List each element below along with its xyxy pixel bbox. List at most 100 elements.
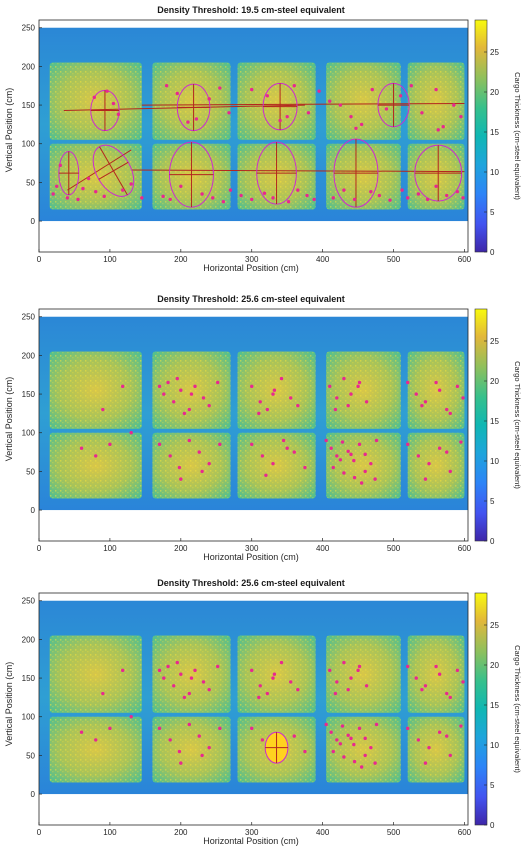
colorbar-tick-label: 25 bbox=[490, 621, 499, 630]
colorbar-tick-label: 15 bbox=[490, 128, 499, 137]
dense-point bbox=[65, 196, 70, 200]
x-tick-label: 500 bbox=[387, 544, 401, 553]
dense-point bbox=[197, 450, 201, 454]
ellipse-minor-axis bbox=[99, 146, 128, 196]
dense-point bbox=[369, 189, 373, 194]
dense-point bbox=[312, 197, 316, 202]
dense-point bbox=[340, 440, 345, 444]
colorbar-label: Cargo Thickness (cm-steel equivalent) bbox=[513, 645, 522, 773]
dense-point bbox=[265, 691, 270, 696]
dense-point bbox=[461, 396, 465, 400]
dense-point bbox=[338, 458, 343, 462]
colorbar-tick-label: 5 bbox=[490, 781, 495, 790]
colorbar-tick-label: 5 bbox=[490, 208, 495, 217]
dense-point bbox=[189, 392, 194, 396]
dense-point bbox=[328, 668, 332, 673]
dense-point bbox=[86, 176, 91, 181]
dense-point bbox=[406, 726, 410, 731]
dense-point bbox=[264, 473, 268, 477]
y-tick-label: 150 bbox=[22, 101, 36, 110]
x-tick-label: 400 bbox=[316, 255, 330, 264]
dense-point bbox=[459, 114, 463, 119]
x-tick-label: 0 bbox=[37, 828, 42, 837]
dense-point bbox=[207, 687, 211, 692]
dense-point bbox=[271, 392, 275, 396]
cargo-texture bbox=[407, 143, 465, 210]
dense-point bbox=[324, 722, 328, 727]
dense-point bbox=[187, 722, 192, 727]
dense-point bbox=[434, 87, 438, 92]
cargo-texture bbox=[326, 432, 401, 499]
dense-point bbox=[340, 724, 345, 728]
dense-point bbox=[286, 200, 291, 204]
dense-point bbox=[257, 695, 261, 700]
y-axis-label: Vertical Position (cm) bbox=[4, 377, 14, 462]
dense-point bbox=[101, 691, 105, 696]
panel-2: Density Threshold: 25.6 cm-steel equival… bbox=[4, 294, 522, 562]
cargo-texture bbox=[407, 62, 465, 140]
dense-point bbox=[363, 469, 367, 474]
dense-point bbox=[448, 695, 452, 700]
dense-point bbox=[346, 403, 350, 408]
dense-point bbox=[55, 184, 59, 188]
cargo-texture bbox=[49, 351, 142, 429]
dense-point bbox=[461, 680, 465, 684]
dense-point bbox=[271, 461, 275, 466]
dense-point bbox=[272, 388, 277, 392]
dense-point bbox=[179, 672, 183, 676]
dense-point bbox=[207, 403, 211, 408]
y-tick-label: 100 bbox=[22, 713, 36, 722]
dense-point bbox=[94, 738, 98, 742]
dense-point bbox=[427, 745, 431, 750]
x-tick-label: 0 bbox=[37, 544, 42, 553]
dense-point bbox=[200, 192, 204, 196]
colorbar-label: Cargo Thickness (cm-steel equivalent) bbox=[513, 72, 522, 200]
dense-point bbox=[452, 103, 456, 107]
dense-point bbox=[157, 442, 162, 447]
dense-point bbox=[258, 684, 262, 688]
panel-title: Density Threshold: 25.6 cm-steel equival… bbox=[157, 578, 345, 588]
dense-point bbox=[445, 407, 449, 412]
x-tick-label: 500 bbox=[387, 828, 401, 837]
dense-point bbox=[328, 99, 332, 103]
colorbar-label: Cargo Thickness (cm-steel equivalent) bbox=[513, 361, 522, 489]
dense-point bbox=[455, 189, 460, 194]
cargo-texture bbox=[152, 716, 231, 783]
dense-point bbox=[406, 664, 410, 669]
cargo-texture bbox=[152, 635, 231, 713]
dense-point bbox=[448, 411, 452, 416]
dense-point bbox=[357, 664, 362, 669]
dense-point bbox=[374, 722, 379, 727]
dense-point bbox=[105, 89, 109, 93]
dense-point bbox=[445, 450, 449, 454]
dense-point bbox=[434, 380, 438, 385]
y-tick-label: 50 bbox=[26, 467, 35, 476]
dense-point bbox=[108, 726, 112, 731]
colorbar-gradient bbox=[474, 592, 488, 826]
dense-point bbox=[335, 680, 339, 684]
y-tick-label: 50 bbox=[26, 178, 35, 187]
panel-title: Density Threshold: 19.5 cm-steel equival… bbox=[157, 5, 345, 15]
region-ellipse bbox=[264, 731, 289, 764]
x-tick-label: 100 bbox=[103, 544, 117, 553]
dense-point bbox=[207, 97, 211, 101]
dense-point bbox=[285, 114, 289, 119]
x-tick-labels: 0 100 200 300 400 500 600 bbox=[37, 538, 472, 553]
dense-point bbox=[420, 687, 424, 692]
dense-point bbox=[356, 668, 360, 673]
dense-point bbox=[384, 107, 389, 111]
x-tick-label: 0 bbox=[37, 255, 42, 264]
dense-point bbox=[359, 765, 364, 769]
dense-point bbox=[292, 450, 296, 454]
cargo-texture bbox=[152, 351, 231, 429]
dense-point bbox=[335, 454, 339, 458]
dense-point bbox=[215, 380, 220, 385]
y-tick-label: 200 bbox=[22, 635, 36, 644]
dense-point bbox=[324, 438, 328, 443]
dense-point bbox=[423, 761, 428, 765]
y-tick-label: 50 bbox=[26, 751, 35, 760]
colorbar-tick-labels: 0 5 10 15 20 25 bbox=[484, 621, 499, 830]
cargo-texture bbox=[49, 716, 142, 783]
plot-frame bbox=[38, 592, 469, 826]
